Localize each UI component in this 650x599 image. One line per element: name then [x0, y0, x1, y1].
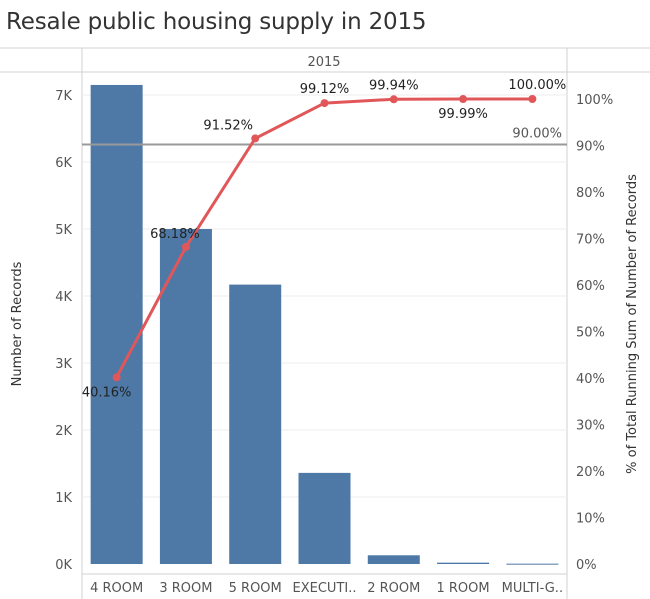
running-sum-point	[459, 95, 468, 104]
bar	[437, 562, 490, 564]
left-tick-label: 2K	[55, 424, 72, 439]
bar	[298, 472, 351, 564]
left-tick-label: 0K	[55, 558, 72, 573]
left-tick-label: 6K	[55, 156, 72, 171]
right-tick-label: 100%	[576, 93, 613, 108]
chart-title: Resale public housing supply in 2015	[6, 9, 427, 35]
x-tick-label: 2 ROOM	[367, 581, 420, 596]
reference-line-group: 90.00%	[82, 127, 567, 146]
x-axis-labels: 4 ROOM 3 ROOM 5 ROOM EXECUTI.. 2 ROOM 1 ROOM M…	[90, 581, 563, 596]
right-tick-label: 0%	[576, 558, 597, 573]
right-tick-label: 70%	[576, 233, 605, 248]
left-tick-label: 7K	[55, 89, 72, 104]
x-tick-label: 4 ROOM	[90, 581, 143, 596]
right-tick-label: 60%	[576, 279, 605, 294]
left-tick-label: 3K	[55, 357, 72, 372]
left-tick-label: 1K	[55, 491, 72, 506]
running-sum-label: 91.52%	[203, 118, 253, 133]
bar	[229, 284, 282, 564]
column-header-label: 2015	[307, 55, 340, 70]
running-sum-label: 99.99%	[438, 107, 488, 122]
running-sum-point	[181, 242, 190, 251]
right-axis-title: % of Total Running Sum of Number of Reco…	[625, 174, 640, 474]
running-sum-label: 100.00%	[508, 78, 566, 93]
bar	[159, 229, 212, 564]
right-tick-label: 10%	[576, 512, 605, 527]
x-tick-label: 1 ROOM	[437, 581, 490, 596]
right-tick-label: 20%	[576, 465, 605, 480]
running-sum-label: 68.18%	[150, 227, 200, 242]
running-sum-point	[528, 95, 537, 103]
gridlines	[82, 94, 567, 498]
x-tick-label: 3 ROOM	[159, 581, 212, 596]
right-tick-label: 50%	[576, 326, 605, 341]
right-tick-label: 80%	[576, 186, 605, 201]
running-sum-label: 40.16%	[82, 385, 132, 400]
running-sum-point	[251, 134, 260, 143]
running-sum-point	[389, 95, 398, 104]
running-sum-label: 99.12%	[300, 82, 350, 97]
x-tick-label: EXECUTI..	[293, 581, 357, 596]
left-tick-label: 4K	[55, 290, 72, 305]
running-sum-point	[112, 373, 121, 382]
x-tick-label: 5 ROOM	[229, 581, 282, 596]
reference-line-label: 90.00%	[512, 127, 562, 142]
bar	[90, 84, 143, 564]
right-axis-ticks: 0% 10% 20% 30% 40% 50% 60% 70% 80% 90% 100%	[576, 93, 613, 573]
right-tick-label: 30%	[576, 419, 605, 434]
running-sum-label: 99.94%	[369, 78, 419, 93]
right-tick-label: 90%	[576, 140, 605, 155]
running-sum-line-group: 40.16% 68.18% 91.52% 99.12% 99.94% 99.99% 100.…	[82, 78, 566, 400]
left-axis-title: Number of Records	[10, 261, 25, 386]
running-sum-point	[320, 99, 329, 108]
bar	[367, 555, 420, 564]
x-tick-label: MULTI-G..	[502, 581, 563, 596]
left-tick-label: 5K	[55, 223, 72, 238]
right-tick-label: 40%	[576, 372, 605, 387]
bar	[506, 563, 559, 565]
left-axis-ticks: 0K 1K 2K 3K 4K 5K 6K 7K	[55, 89, 72, 573]
bars	[90, 84, 559, 565]
